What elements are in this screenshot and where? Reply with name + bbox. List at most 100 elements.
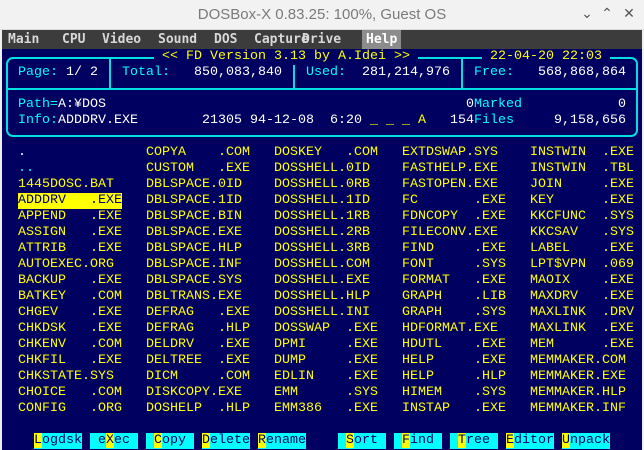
file-item[interactable]: LABEL .EXE [530,241,634,256]
file-item[interactable]: MEM .EXE [530,337,634,352]
file-item[interactable]: KKCFUNC .SYS [530,209,634,224]
file-item[interactable]: DOSKEY .COM [274,145,378,160]
file-item[interactable]: DBLSPACE.0ID [146,177,242,192]
file-item[interactable]: HIMEM .SYS [402,385,506,400]
file-item[interactable]: DBLSPACE.EXE [146,225,242,240]
file-item[interactable]: . [18,145,26,160]
fkey-unpack[interactable]: Unpack [562,433,610,449]
menu-dos[interactable]: DOS [214,32,238,47]
close-icon[interactable]: ✕ [623,5,635,21]
file-item[interactable]: DOSSHELL.0RB [274,177,370,192]
file-item[interactable]: HDFORMAT.EXE [402,321,498,336]
file-item[interactable]: .. [18,161,34,176]
file-item[interactable]: EXTDSWAP.SYS [402,145,498,160]
file-item[interactable]: FILECONV.EXE [402,225,498,240]
menu-video[interactable]: Video [102,32,142,47]
file-item[interactable]: INSTWIN .TBL [530,161,634,176]
file-item[interactable]: DOSHELP .HLP [146,401,250,416]
file-item[interactable]: FORMAT .EXE [402,273,506,288]
file-item[interactable]: DOSSHELL.HLP [274,289,370,304]
fkey-rename[interactable]: Rename [258,433,306,449]
file-item[interactable]: DBLTRANS.EXE [146,289,242,304]
file-item[interactable]: INSTWIN .EXE [530,145,634,160]
file-item[interactable]: DBLSPACE.INF [146,257,242,272]
menu-cpu[interactable]: CPU [62,32,86,47]
file-item[interactable]: CHOICE .COM [18,385,122,400]
file-item[interactable]: DBLSPACE.BIN [146,209,242,224]
file-item[interactable]: MAXLINK .DRV [530,305,634,320]
file-item[interactable]: EDLIN .EXE [274,369,378,384]
file-item[interactable]: GRAPH .SYS [402,305,506,320]
menu-capture[interactable]: Capture [254,32,309,47]
file-item[interactable]: DICM .COM [146,369,250,384]
fkey-find[interactable]: Find [394,433,442,449]
menu-main[interactable]: Main [8,32,40,47]
file-item[interactable]: DEFRAG .HLP [146,321,250,336]
file-item[interactable]: FONT .SYS [402,257,506,272]
file-item[interactable]: DEFRAG .EXE [146,305,250,320]
file-item[interactable]: DPMI .EXE [274,337,378,352]
file-item[interactable]: DOSSHELL.INI [274,305,370,320]
file-item[interactable]: HDUTL .EXE [402,337,506,352]
file-item[interactable]: MAXLINK .EXE [530,321,634,336]
file-item[interactable]: HELP .EXE [402,353,506,368]
file-item[interactable]: DOSSHELL.0ID [274,161,370,176]
file-item[interactable]: DOSSHELL.EXE [274,273,370,288]
fkey-logdsk[interactable]: Logdsk [34,433,82,449]
file-item[interactable]: AUTOEXEC.ORG [18,257,114,272]
file-item[interactable]: COPYA .COM [146,145,250,160]
file-item[interactable]: ASSIGN .EXE [18,225,122,240]
menu-help[interactable]: Help [362,30,402,49]
file-item[interactable]: DOSSHELL.1ID [274,193,370,208]
file-item[interactable]: FASTOPEN.EXE [402,177,498,192]
file-item[interactable]: BACKUP .EXE [18,273,122,288]
fkey-editor[interactable]: Editor [506,433,554,449]
file-item[interactable]: HELP .HLP [402,369,506,384]
file-item[interactable]: ATTRIB .EXE [18,241,122,256]
file-item[interactable]: DBLSPACE.SYS [146,273,242,288]
file-item[interactable]: 1445DOSC.BAT [18,177,114,192]
file-item[interactable]: MAXDRV .EXE [530,289,634,304]
file-item[interactable]: FIND .EXE [402,241,506,256]
file-item[interactable]: DISKCOPY.EXE [146,385,242,400]
file-item[interactable]: INSTAP .EXE [402,401,506,416]
fkey-delete[interactable]: Delete [202,433,250,449]
menu-sound[interactable]: Sound [158,32,198,47]
file-item[interactable]: MEMMAKER.HLP [530,385,626,400]
file-item[interactable]: DOSSHELL.1RB [274,209,370,224]
file-item[interactable]: MEMMAKER.EXE [530,369,626,384]
fkey-tree[interactable]: Tree [450,433,498,449]
file-item[interactable]: EMM386 .EXE [274,401,378,416]
file-item[interactable]: DOSSHELL.2RB [274,225,370,240]
file-item[interactable]: BATKEY .COM [18,289,122,304]
file-item[interactable]: CONFIG .ORG [18,401,122,416]
file-item[interactable]: CHKSTATE.SYS [18,369,114,384]
file-item[interactable]: DOSSHELL.COM [274,257,370,272]
dos-screen[interactable]: << FD Version 3.13 by A.Idei >> 22-04-20… [2,49,642,450]
file-item[interactable]: MEMMAKER.INF [530,401,626,416]
file-item[interactable]: CHGEV .EXE [18,305,122,320]
menu-drive[interactable]: Drive [302,32,342,47]
file-item[interactable]: CHKDSK .EXE [18,321,122,336]
file-item[interactable]: KKCSAV .SYS [530,225,634,240]
file-item[interactable]: DOSSHELL.3RB [274,241,370,256]
file-item[interactable]: MAOIX .EXE [530,273,634,288]
file-item[interactable]: JOIN .EXE [530,177,634,192]
file-item[interactable]: DOSSWAP .EXE [274,321,378,336]
file-item[interactable]: DBLSPACE.1ID [146,193,242,208]
file-item[interactable]: KEY .EXE [530,193,634,208]
fkey-sort[interactable]: Sort [338,433,386,449]
file-item[interactable]: DELTREE .EXE [146,353,250,368]
file-item[interactable]: GRAPH .LIB [402,289,506,304]
file-item[interactable]: CUSTOM .EXE [146,161,250,176]
file-item[interactable]: MEMMAKER.COM [530,353,626,368]
file-item[interactable]: ADDDRV .EXE [18,193,122,209]
minimize-icon[interactable]: ⌄ [581,5,593,21]
file-item[interactable]: APPEND .EXE [18,209,122,224]
fkey-copy[interactable]: Copy [146,433,194,449]
file-item[interactable]: DELDRV .EXE [146,337,250,352]
file-item[interactable]: FASTHELP.EXE [402,161,498,176]
file-item[interactable]: FDNCOPY .EXE [402,209,506,224]
file-item[interactable]: DBLSPACE.HLP [146,241,242,256]
file-item[interactable]: DUMP .EXE [274,353,378,368]
